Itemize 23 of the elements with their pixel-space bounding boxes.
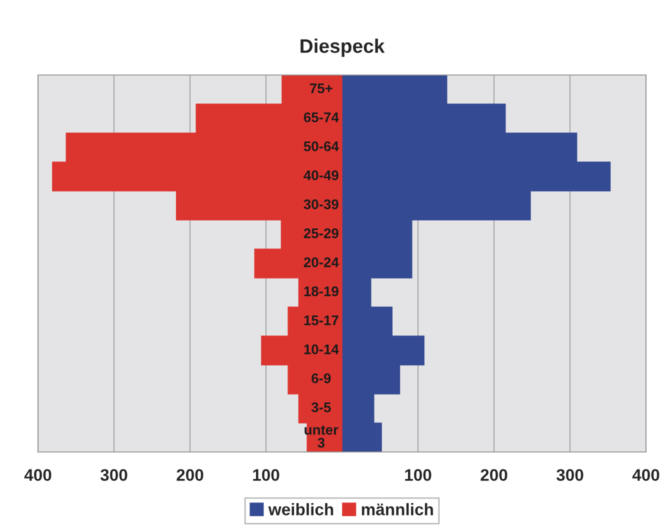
y-tick-label: 25-29 [304,228,338,238]
x-tick-label: 100 [405,469,432,481]
y-tick-label: 18-19 [304,286,338,296]
x-tick-label: 200 [176,469,204,481]
y-tick-label: 65-74 [304,112,339,122]
y-tick-label: 20-24 [304,257,339,268]
chart-title: Diespeck [300,38,385,57]
y-tick-label: 75+ [310,84,332,94]
x-tick-label: 100 [253,469,280,481]
x-tick-label: 400 [632,469,660,481]
y-tick-label: 50-64 [304,141,339,152]
y-tick-label: 10-14 [304,344,339,354]
x-tick-label: 300 [100,469,128,481]
y-tick-label: 3-5 [311,402,331,412]
y-tick-label: 15-17 [304,316,338,326]
y-tick-label: 30-39 [304,199,338,210]
y-tick-label: 40-49 [304,170,338,180]
legend-label: männlich [362,503,433,516]
y-tick-label: 6-9 [312,373,331,384]
x-tick-label: 200 [480,469,508,481]
x-tick-label: 400 [24,469,52,481]
legend-label: weiblich [268,503,334,516]
x-tick-label: 300 [556,469,584,481]
